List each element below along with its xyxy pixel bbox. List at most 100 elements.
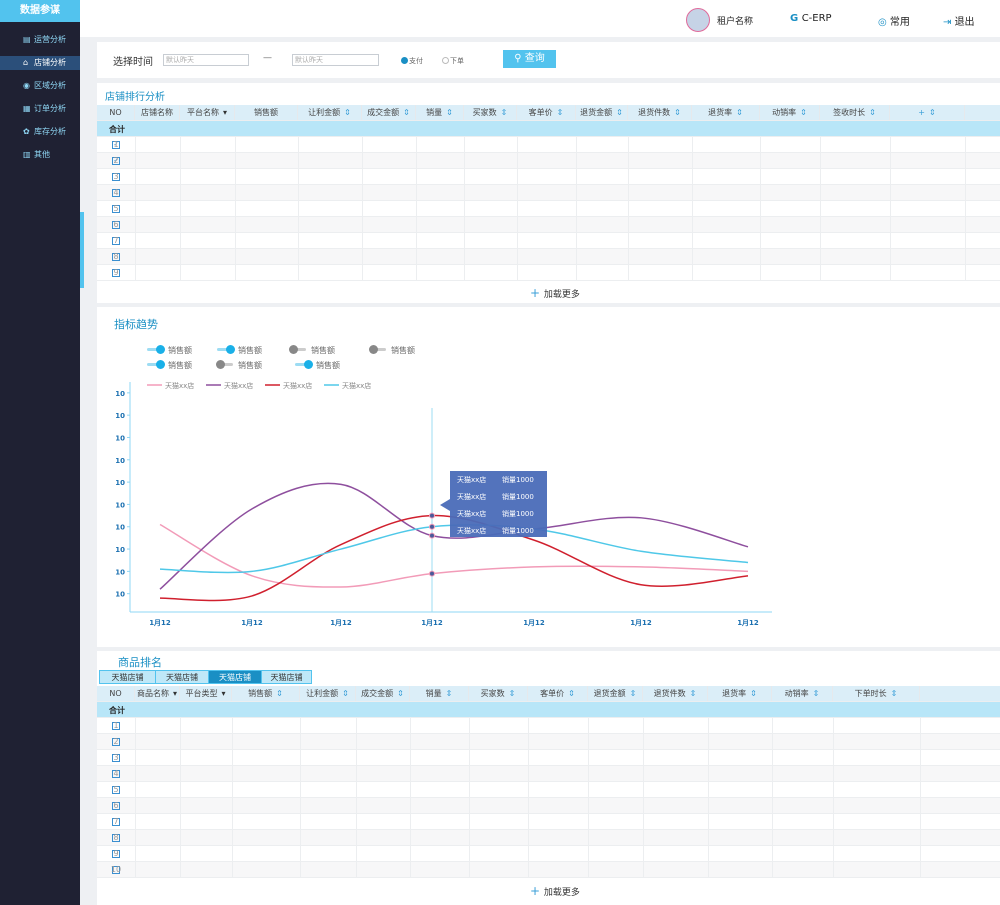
erp-link[interactable]: G C-ERP [790, 13, 832, 24]
dropdown-icon[interactable]: ▾ [221, 689, 226, 698]
checkbox[interactable] [112, 786, 120, 794]
checkbox[interactable] [112, 189, 120, 197]
checkbox[interactable] [112, 253, 120, 261]
header-cell[interactable]: 动销率 ⇕ [760, 105, 820, 120]
dropdown-icon[interactable]: ▾ [172, 689, 177, 698]
checkbox[interactable] [112, 221, 120, 229]
header-cell[interactable]: 买家数 ⇕ [464, 105, 517, 120]
menu-item[interactable]: 区域分析 ◉ [0, 79, 80, 93]
toggle-knob[interactable] [289, 345, 298, 354]
checkbox[interactable] [112, 738, 120, 746]
menu-item[interactable]: 库存分析 ✿ [0, 125, 80, 139]
checkbox[interactable] [112, 722, 120, 730]
sort-icon[interactable]: ⇕ [568, 689, 575, 698]
sort-icon[interactable]: ⇕ [500, 108, 508, 117]
checkbox[interactable] [112, 802, 120, 810]
header-cell[interactable]: 成交金额 ⇕ [356, 686, 410, 701]
sort-icon[interactable]: ⇕ [629, 689, 637, 698]
header-cell[interactable]: 销售额 ⇕ [232, 686, 300, 701]
header-cell[interactable]: 退货金额 ⇕ [588, 686, 643, 701]
logout[interactable]: ⇥ 退出 [943, 17, 975, 28]
header-cell[interactable]: 退货件数 ⇕ [643, 686, 708, 701]
avatar[interactable] [686, 8, 710, 32]
sort-icon[interactable]: ⇕ [890, 689, 898, 698]
header-cell[interactable]: 签收时长 ⇕ [820, 105, 890, 120]
tab[interactable]: 天猫店铺 [155, 670, 209, 684]
end-date[interactable]: 默认昨天 [292, 54, 379, 66]
sort-icon[interactable]: ⇕ [689, 689, 697, 698]
toggle-knob[interactable] [226, 345, 235, 354]
sort-icon[interactable]: ⇕ [736, 108, 743, 117]
load-more[interactable]: + 加载更多 [530, 286, 580, 300]
header-cell[interactable]: 让利金额 ⇕ [298, 105, 362, 120]
header-cell[interactable]: 店铺名称 [135, 105, 180, 120]
checkbox[interactable]: ✓ [112, 141, 120, 149]
header-cell[interactable]: 客单价 ⇕ [528, 686, 588, 701]
sort-icon[interactable]: ⇕ [674, 108, 681, 117]
header-cell[interactable]: 退货率 ⇕ [692, 105, 760, 120]
toggle[interactable] [370, 348, 386, 351]
checkbox[interactable] [112, 818, 120, 826]
sort-icon[interactable]: ⇕ [556, 108, 564, 117]
toggle[interactable] [217, 363, 233, 366]
header-cell[interactable]: 成交金额 ⇕ [362, 105, 416, 120]
start-date[interactable]: 默认昨天 [163, 54, 249, 66]
checkbox[interactable] [112, 770, 120, 778]
toggle-knob[interactable] [216, 360, 225, 369]
toggle[interactable] [147, 363, 163, 366]
tenant[interactable]: 租户名称 [717, 17, 754, 27]
toggle-knob[interactable] [304, 360, 313, 369]
dropdown-icon[interactable]: ▾ [222, 108, 227, 117]
header-cell[interactable]: 退货件数 ⇕ [628, 105, 692, 120]
header-cell[interactable]: 销量 ⇕ [410, 686, 469, 701]
header-cell[interactable]: 销售额 [235, 105, 298, 120]
sort-icon[interactable]: ⇕ [616, 108, 623, 117]
tab[interactable]: 天猫店铺 [99, 670, 156, 684]
header-cell[interactable]: 买家数 ⇕ [469, 686, 528, 701]
header-cell[interactable]: 平台名称 ▾ [180, 105, 235, 120]
menu-item[interactable]: 订单分析 ▦ [0, 102, 80, 116]
toggle-knob[interactable] [369, 345, 378, 354]
load-more[interactable]: + 加载更多 [530, 884, 580, 898]
menu-item[interactable]: 其他 ▥ [0, 148, 80, 162]
sort-icon[interactable]: ⇕ [397, 689, 404, 698]
checkbox[interactable] [112, 237, 120, 245]
toggle-knob[interactable] [156, 345, 165, 354]
toggle[interactable] [295, 363, 311, 366]
sort-icon[interactable]: ⇕ [342, 689, 349, 698]
toggle-knob[interactable] [156, 360, 165, 369]
header-cell[interactable]: 退货金额 ⇕ [576, 105, 628, 120]
tab[interactable]: 天猫店铺 [208, 670, 262, 684]
sort-icon[interactable]: ⇕ [445, 689, 453, 698]
header-cell[interactable]: + ⇕ [890, 105, 965, 120]
menu-item[interactable]: 店铺分析 ⌂ [0, 56, 80, 70]
radio[interactable] [401, 57, 408, 64]
sort-icon[interactable]: ⇕ [446, 108, 453, 117]
header-cell[interactable]: 下单时长 ⇕ [833, 686, 920, 701]
header-cell[interactable]: 退货率 ⇕ [708, 686, 772, 701]
checkbox[interactable] [112, 205, 120, 213]
menu-item[interactable]: 运营分析 ▤ [0, 33, 80, 47]
sort-icon[interactable]: ⇕ [869, 108, 876, 117]
checkbox[interactable] [112, 850, 120, 858]
sort-icon[interactable]: ⇕ [344, 108, 351, 117]
sort-icon[interactable]: ⇕ [403, 108, 410, 117]
sort-icon[interactable]: ⇕ [812, 689, 820, 698]
header-cell[interactable]: 商品名称 ▾ [135, 686, 180, 701]
header-cell[interactable]: 让利金额 ⇕ [300, 686, 356, 701]
checkbox[interactable] [112, 834, 120, 842]
header-cell[interactable]: 平台类型 ▾ [180, 686, 232, 701]
checkbox[interactable] [112, 866, 120, 874]
header-cell[interactable]: 动销率 ⇕ [772, 686, 833, 701]
sort-icon[interactable]: ⇕ [800, 108, 807, 117]
checkbox[interactable] [112, 754, 120, 762]
tab[interactable]: 天猫店铺 [261, 670, 312, 684]
radio[interactable] [442, 57, 449, 64]
sort-icon[interactable]: ⇕ [929, 108, 936, 117]
header-cell[interactable]: 客单价 ⇕ [517, 105, 576, 120]
checkbox[interactable]: ✓ [112, 157, 120, 165]
toggle[interactable] [217, 348, 233, 351]
header-cell[interactable]: 销量 ⇕ [416, 105, 464, 120]
common[interactable]: ◎ 常用 [878, 17, 910, 28]
sort-icon[interactable]: ⇕ [750, 689, 757, 698]
